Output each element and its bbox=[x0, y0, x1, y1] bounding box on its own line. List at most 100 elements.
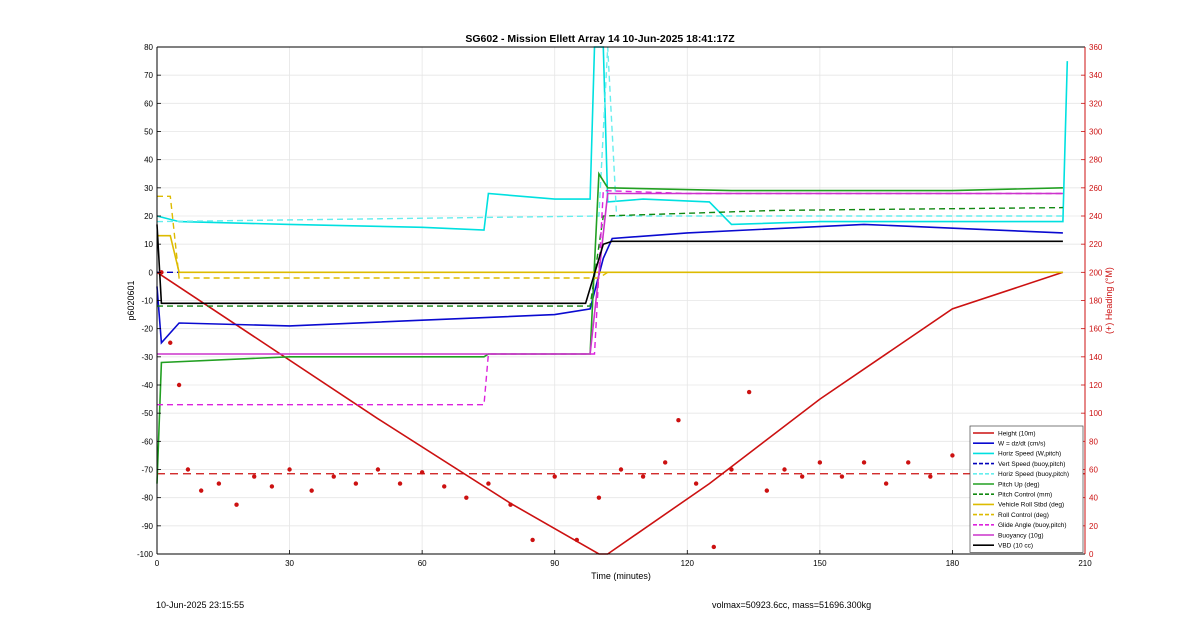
y-tick-label-right: 240 bbox=[1089, 212, 1103, 221]
y-tick-label-left: 60 bbox=[144, 99, 153, 108]
legend-label: Pitch Control (mm) bbox=[998, 492, 1052, 499]
y-axis-label-right: (+) Heading (°M) bbox=[1104, 267, 1114, 334]
y-tick-label-right: 20 bbox=[1089, 522, 1098, 531]
heading-point bbox=[764, 488, 770, 493]
heading-point bbox=[839, 474, 845, 479]
series-line bbox=[156, 224, 1063, 305]
heading-point bbox=[711, 544, 716, 550]
heading-point bbox=[375, 467, 381, 472]
y-tick-label-left: 70 bbox=[144, 71, 153, 80]
y-tick-label-left: -80 bbox=[141, 494, 153, 503]
heading-point bbox=[508, 502, 513, 507]
legend: Height (10m) W = dz/dt (cm/s) Horiz Speed … bbox=[969, 425, 1084, 553]
heading-point bbox=[928, 474, 933, 479]
legend-label: Horiz Speed (W,pitch) bbox=[998, 451, 1061, 458]
y-tick-label-left: 50 bbox=[144, 128, 153, 137]
y-tick-label-left: -90 bbox=[141, 522, 153, 531]
y-tick-label-right: 80 bbox=[1089, 437, 1098, 446]
x-tick-label: 90 bbox=[550, 559, 559, 568]
y-tick-label-left: -10 bbox=[141, 297, 153, 306]
heading-point bbox=[906, 460, 911, 465]
heading-point bbox=[662, 460, 668, 465]
y-tick-label-right: 300 bbox=[1089, 128, 1103, 137]
heading-point bbox=[269, 484, 275, 489]
legend-label: VBD (10 cc) bbox=[998, 543, 1033, 550]
heading-point bbox=[309, 488, 314, 493]
heading-point bbox=[729, 467, 734, 472]
footer-volmax-mass: volmax=50923.6cc, mass=51696.300kg bbox=[712, 600, 872, 610]
legend-label: Vehicle Roll Stbd (deg) bbox=[998, 502, 1064, 509]
heading-point bbox=[185, 467, 191, 472]
y-tick-label-left: 10 bbox=[144, 240, 153, 249]
y-tick-label-right: 260 bbox=[1089, 184, 1103, 193]
y-tick-label-left: -30 bbox=[141, 353, 153, 362]
heading-point bbox=[530, 537, 535, 543]
heading-point bbox=[198, 488, 204, 493]
heading-point bbox=[464, 495, 469, 500]
y-tick-label-left: 0 bbox=[149, 268, 154, 277]
heading-point bbox=[216, 481, 222, 486]
y-tick-label-right: 60 bbox=[1089, 466, 1098, 475]
y-tick-label-left: 20 bbox=[144, 212, 153, 221]
heading-point bbox=[552, 474, 557, 479]
heading-point bbox=[596, 495, 602, 500]
legend-label: Height (10m) bbox=[998, 430, 1036, 437]
y-tick-label-right: 360 bbox=[1089, 43, 1103, 52]
heading-point bbox=[252, 474, 257, 479]
series-line bbox=[157, 192, 1063, 355]
x-tick-label: 120 bbox=[681, 559, 695, 568]
footer-timestamp: 10-Jun-2025 23:15:55 bbox=[156, 600, 245, 610]
legend-label: Roll Control (deg) bbox=[998, 512, 1049, 519]
y-tick-label-right: 100 bbox=[1089, 409, 1103, 418]
y-tick-label-right: 160 bbox=[1089, 325, 1103, 334]
x-axis-label: Time (minutes) bbox=[591, 571, 651, 581]
heading-point bbox=[159, 270, 164, 275]
y-axis-label-left: p6020601 bbox=[126, 280, 136, 320]
y-tick-label-right: 140 bbox=[1089, 353, 1103, 362]
legend-label: Pitch Up (deg) bbox=[998, 481, 1040, 488]
y-tick-label-left: -50 bbox=[141, 409, 153, 418]
heading-point bbox=[331, 474, 336, 479]
legend-label: W = dz/dt (cm/s) bbox=[998, 441, 1046, 448]
x-tick-label: 30 bbox=[285, 559, 294, 568]
chart-title: SG602 - Mission Ellett Array 14 10-Jun-2… bbox=[465, 33, 735, 45]
y-tick-label-right: 340 bbox=[1089, 71, 1103, 80]
x-tick-label: 150 bbox=[813, 559, 827, 568]
y-tick-label-right: 200 bbox=[1089, 268, 1103, 277]
series-line bbox=[157, 195, 1063, 279]
y-tick-label-left: -60 bbox=[141, 437, 153, 446]
y-tick-label-left: 80 bbox=[144, 43, 153, 52]
y-tick-label-left: -20 bbox=[141, 325, 153, 334]
y-tick-label-left: 30 bbox=[144, 184, 153, 193]
heading-point bbox=[861, 460, 867, 465]
heading-point bbox=[486, 481, 491, 486]
heading-point bbox=[397, 481, 403, 486]
y-tick-label-left: -40 bbox=[141, 381, 153, 390]
x-tick-label: 210 bbox=[1078, 559, 1092, 568]
heading-point bbox=[883, 481, 889, 486]
legend-label: Buoyancy (10g) bbox=[998, 532, 1044, 539]
gridlines bbox=[156, 46, 1086, 555]
heading-point bbox=[676, 418, 681, 423]
series-line bbox=[157, 206, 1063, 307]
x-tick-label: 0 bbox=[155, 559, 160, 568]
y-tick-label-right: 180 bbox=[1089, 297, 1103, 306]
heading-point bbox=[234, 502, 239, 507]
y-tick-label-left: -70 bbox=[141, 466, 153, 475]
y-tick-label-right: 40 bbox=[1089, 494, 1098, 503]
y-tick-label-right: 0 bbox=[1089, 550, 1094, 559]
y-tick-label-left: 40 bbox=[144, 156, 153, 165]
heading-point bbox=[419, 470, 425, 475]
y-tick-label-right: 320 bbox=[1089, 99, 1103, 108]
heading-point bbox=[746, 389, 752, 395]
heading-point bbox=[287, 467, 292, 472]
legend-label: Vert Speed (buoy,pitch) bbox=[998, 461, 1065, 468]
heading-point bbox=[353, 481, 359, 486]
legend-label: Glide Angle (buoy,pitch) bbox=[998, 522, 1067, 529]
heading-point bbox=[618, 467, 624, 472]
series-line bbox=[156, 223, 1063, 345]
y-tick-label-right: 120 bbox=[1089, 381, 1103, 390]
heading-point bbox=[640, 474, 646, 479]
x-tick-label: 60 bbox=[418, 559, 427, 568]
